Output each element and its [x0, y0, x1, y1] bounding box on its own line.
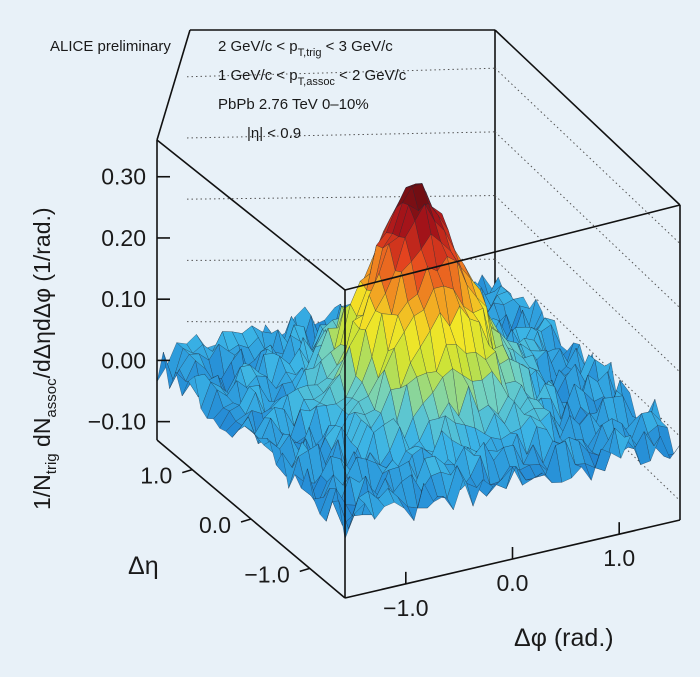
box-edge-top-right	[494, 29, 681, 206]
x-axis-title: Δφ (rad.)	[514, 624, 614, 652]
z-tick-label-2: 0.10	[101, 286, 146, 312]
box-back-edges	[156, 29, 681, 342]
phi-tick-label-1: 0.0	[497, 570, 529, 596]
axis-ticks: 0.30 0.20 0.10 0.00 −0.10 1.0 0.0 −1.0 −1.0 0.0 1.…	[88, 164, 635, 621]
annotation-eta-cut: |η| < 0.9	[247, 125, 301, 142]
z-tick-label-3: 0.00	[101, 347, 146, 373]
figure-label: ALICE preliminary	[50, 38, 171, 55]
surface-plot	[156, 183, 681, 540]
phi-tick-label-0: −1.0	[383, 595, 428, 621]
grid-line-right-1	[494, 131, 681, 309]
grid-line-back-2	[186, 195, 496, 200]
phi-tick-label-2: 1.0	[603, 545, 635, 571]
annotation-passoc: 1 GeV/c < pT,assoc < 2 GeV/c	[218, 67, 407, 88]
z-axis-title: 1/Ntrig dNassoc/dΔηdΔφ (1/rad.)	[29, 207, 60, 510]
z-tick-label-1: 0.20	[101, 225, 146, 251]
eta-tick-label-1: 0.0	[199, 512, 231, 538]
eta-tick-label-2: −1.0	[244, 561, 289, 587]
eta-tick-mark-2	[299, 567, 310, 573]
box-edge-top-left	[156, 29, 191, 141]
grid-line-back-0	[186, 67, 496, 78]
annotation-ptrig: 2 GeV/c < pT,trig < 3 GeV/c	[218, 38, 393, 59]
z-tick-label-4: −0.10	[88, 409, 146, 435]
eta-tick-mark-0	[182, 468, 193, 474]
y-axis-title: Δη	[128, 552, 159, 580]
eta-tick-mark-1	[240, 518, 252, 523]
z-tick-label-0: 0.30	[101, 164, 146, 190]
annotation-system: PbPb 2.76 TeV 0–10%	[218, 96, 369, 113]
grid-line-right-0	[494, 67, 681, 244]
eta-tick-label-0: 1.0	[140, 463, 172, 489]
box-edge-top-front-right	[344, 204, 681, 291]
grid-line-back-1	[186, 131, 496, 139]
box-edge-top-front-left	[156, 139, 346, 291]
